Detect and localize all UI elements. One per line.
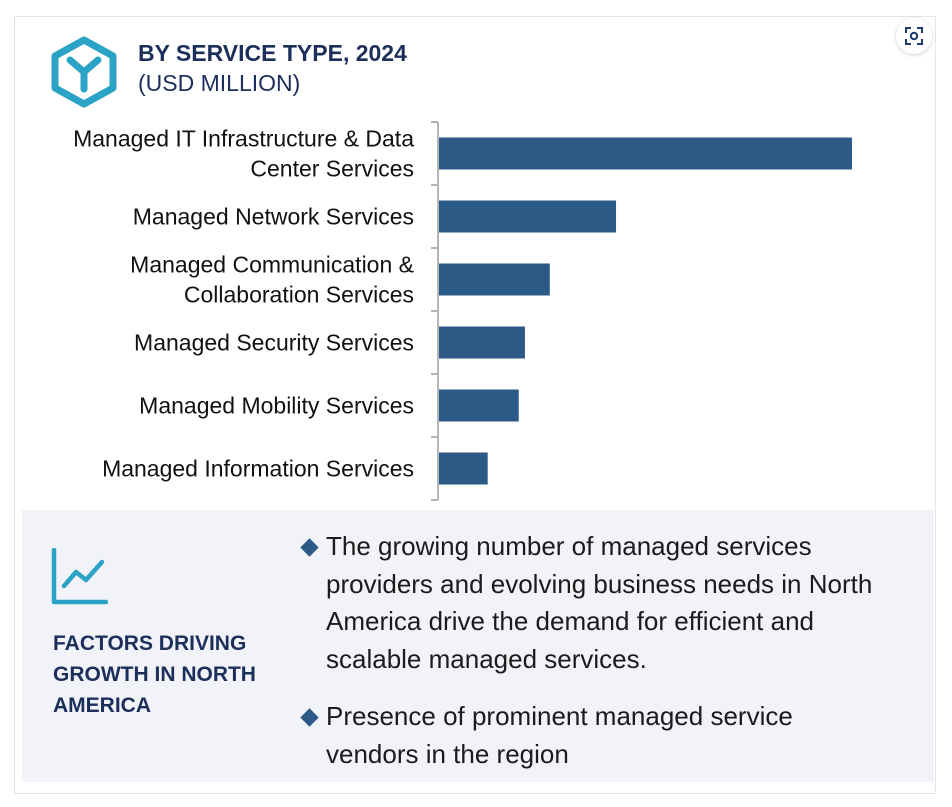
category-label: Managed Information Services [102,456,414,482]
factor-bullet: The growing number of managed services p… [298,528,888,678]
bar [438,137,853,170]
bar [438,263,550,296]
bar [438,389,519,422]
bar [438,452,488,485]
diamond-bullet-icon [300,708,319,727]
factor-bullet-text: Presence of prominent managed service ve… [326,701,793,769]
diamond-bullet-icon [300,538,319,557]
factor-bullet: Presence of prominent managed service ve… [298,698,888,773]
line-chart-icon [51,548,108,605]
category-label: Collaboration Services [184,282,414,308]
factors-title: FACTORS DRIVING GROWTH IN NORTH AMERICA [53,632,256,717]
category-label: Managed Network Services [133,204,414,230]
expand-image-icon [905,27,923,45]
factors-panel [22,510,934,782]
bar [438,326,525,359]
factor-bullet-text: The growing number of managed services p… [326,531,873,674]
category-label: Managed Communication & [130,252,414,278]
category-label: Managed IT Infrastructure & Data [73,126,414,152]
hexagon-logo-icon [51,36,117,108]
expand-image-button[interactable] [896,18,932,54]
bar [438,200,617,233]
chart-subtitle: (USD MILLION) [138,70,301,96]
category-label: Managed Mobility Services [139,393,414,419]
category-label: Center Services [250,156,414,182]
category-label: Managed Security Services [134,330,414,356]
bar-chart: Managed IT Infrastructure & Data Center S… [73,121,853,501]
chart-title: BY SERVICE TYPE, 2024 [138,40,407,66]
